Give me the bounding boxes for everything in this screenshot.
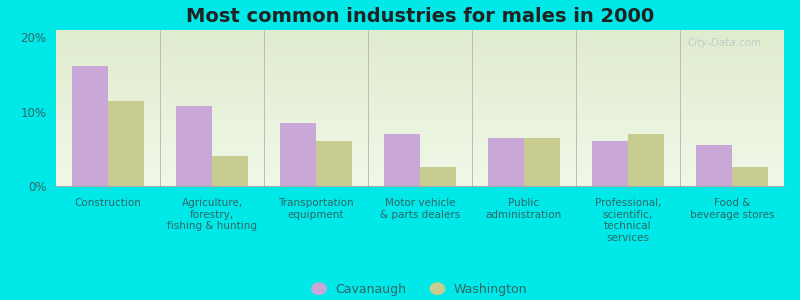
Bar xyxy=(72,66,108,186)
Legend: Cavanaugh, Washington: Cavanaugh, Washington xyxy=(308,278,532,300)
Bar xyxy=(488,138,524,186)
Bar xyxy=(524,138,560,186)
Bar xyxy=(592,141,628,186)
Text: City-Data.com: City-Data.com xyxy=(688,38,762,48)
Text: Agriculture,
forestry,
fishing & hunting: Agriculture, forestry, fishing & hunting xyxy=(167,198,257,231)
Bar xyxy=(628,134,664,186)
Text: Transportation
equipment: Transportation equipment xyxy=(278,198,354,220)
Bar xyxy=(316,141,352,186)
Bar xyxy=(732,167,768,186)
Text: Professional,
scientific,
technical
services: Professional, scientific, technical serv… xyxy=(594,198,662,243)
Text: Public
administration: Public administration xyxy=(486,198,562,220)
Title: Most common industries for males in 2000: Most common industries for males in 2000 xyxy=(186,7,654,26)
Bar xyxy=(108,100,145,186)
Bar xyxy=(384,134,420,186)
Bar xyxy=(176,106,212,186)
Bar xyxy=(696,145,732,186)
Bar xyxy=(280,123,316,186)
Text: Motor vehicle
& parts dealers: Motor vehicle & parts dealers xyxy=(380,198,460,220)
Text: Construction: Construction xyxy=(74,198,142,208)
Text: Food &
beverage stores: Food & beverage stores xyxy=(690,198,774,220)
Bar xyxy=(420,167,456,186)
Bar xyxy=(212,156,248,186)
